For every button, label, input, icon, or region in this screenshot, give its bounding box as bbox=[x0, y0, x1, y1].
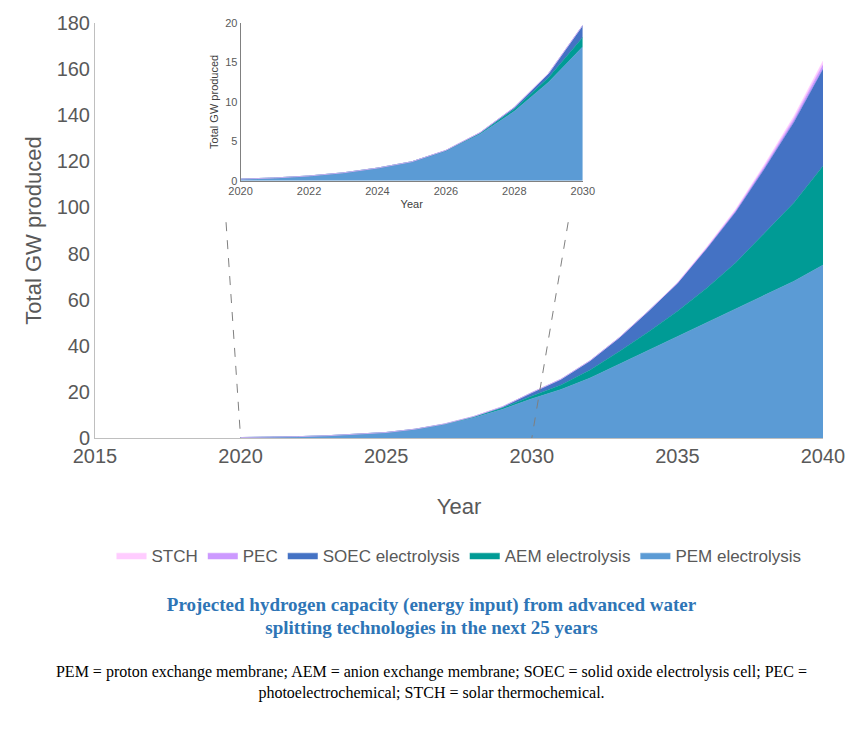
svg-text:2022: 2022 bbox=[297, 185, 321, 197]
svg-text:2020: 2020 bbox=[218, 445, 263, 467]
svg-text:2030: 2030 bbox=[571, 185, 595, 197]
svg-text:100: 100 bbox=[57, 196, 90, 218]
svg-text:40: 40 bbox=[68, 335, 90, 357]
svg-text:2026: 2026 bbox=[434, 185, 458, 197]
svg-text:Year: Year bbox=[401, 198, 424, 210]
svg-text:0: 0 bbox=[231, 175, 237, 187]
svg-text:2025: 2025 bbox=[364, 445, 409, 467]
svg-text:180: 180 bbox=[57, 12, 90, 34]
svg-text:2040: 2040 bbox=[801, 445, 846, 467]
svg-text:PEC: PEC bbox=[243, 547, 278, 566]
svg-text:Total GW produced: Total GW produced bbox=[21, 136, 46, 324]
svg-text:80: 80 bbox=[68, 243, 90, 265]
svg-text:10: 10 bbox=[225, 96, 237, 108]
svg-text:2020: 2020 bbox=[228, 185, 252, 197]
svg-text:PEM electrolysis: PEM electrolysis bbox=[675, 547, 801, 566]
html-text:PEM = proton exchange membrane: PEM = proton exchange membrane; AEM = an… bbox=[56, 663, 807, 701]
svg-text:2035: 2035 bbox=[655, 445, 700, 467]
svg-text:15: 15 bbox=[225, 56, 237, 68]
svg-text:160: 160 bbox=[57, 58, 90, 80]
svg-text:20: 20 bbox=[68, 381, 90, 403]
html-text:Projected hydrogen capacity (e: Projected hydrogen capacity (energy inpu… bbox=[166, 594, 697, 638]
svg-text:20: 20 bbox=[225, 17, 237, 29]
svg-text:120: 120 bbox=[57, 150, 90, 172]
svg-text:SOEC electrolysis: SOEC electrolysis bbox=[323, 547, 460, 566]
svg-text:STCH: STCH bbox=[152, 547, 198, 566]
svg-text:Year: Year bbox=[437, 494, 481, 519]
svg-text:140: 140 bbox=[57, 104, 90, 126]
svg-text:5: 5 bbox=[231, 135, 237, 147]
svg-text:60: 60 bbox=[68, 289, 90, 311]
svg-text:2028: 2028 bbox=[502, 185, 526, 197]
svg-text:Total GW produced: Total GW produced bbox=[208, 55, 220, 149]
svg-text:AEM electrolysis: AEM electrolysis bbox=[505, 547, 631, 566]
svg-text:2030: 2030 bbox=[510, 445, 555, 467]
svg-text:2024: 2024 bbox=[365, 185, 389, 197]
svg-text:2015: 2015 bbox=[73, 445, 118, 467]
svg-text:0: 0 bbox=[79, 427, 90, 449]
